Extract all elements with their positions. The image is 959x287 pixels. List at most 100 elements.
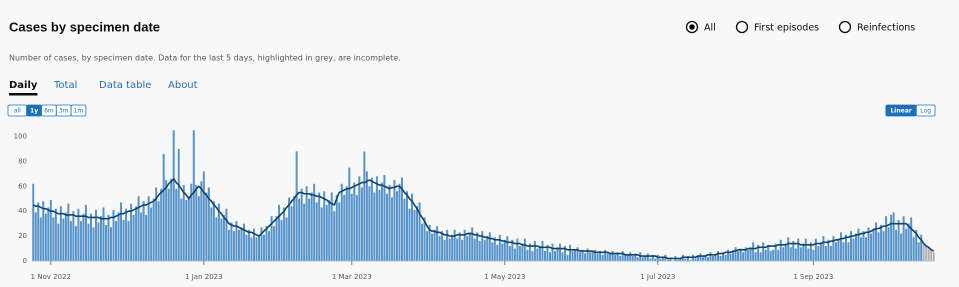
bar (150, 207, 153, 261)
bar (739, 248, 742, 261)
radio-label[interactable]: First episodes (754, 23, 819, 34)
bar (556, 247, 559, 261)
bar (212, 201, 215, 261)
bar (516, 238, 519, 261)
bar (190, 183, 193, 261)
range-button-label[interactable]: 6m (44, 108, 54, 115)
bar (892, 212, 895, 261)
bar (576, 247, 579, 261)
bar (453, 229, 456, 261)
bar (127, 221, 130, 261)
bar (564, 246, 567, 261)
bar (548, 252, 551, 261)
bar (594, 249, 597, 261)
bar (378, 190, 381, 261)
bar (320, 207, 323, 261)
bar (764, 249, 767, 261)
tab[interactable]: Daily (9, 80, 38, 91)
bar (699, 253, 702, 261)
bar (729, 253, 732, 261)
bar (569, 244, 572, 261)
bar (418, 202, 421, 261)
bar (641, 257, 644, 261)
bar (912, 237, 915, 261)
range-button-label[interactable]: 3m (59, 108, 69, 115)
bar (34, 212, 37, 261)
bar (265, 226, 268, 261)
bar (689, 259, 692, 261)
bar (47, 207, 50, 261)
range-button[interactable] (70, 104, 87, 117)
bar (290, 206, 293, 261)
bar (553, 251, 556, 261)
bar (375, 176, 378, 261)
scale-button[interactable] (915, 104, 936, 117)
bar (609, 253, 612, 261)
bar (107, 214, 110, 261)
bar (89, 213, 92, 261)
tab-underline (9, 93, 38, 96)
radio-label[interactable]: All (704, 23, 716, 34)
bar (611, 251, 614, 261)
tab[interactable]: About (168, 80, 198, 91)
x-tick-label: 1 May 2023 (484, 273, 525, 281)
radio-button[interactable] (838, 20, 852, 34)
bar (426, 231, 429, 261)
bar (252, 228, 255, 261)
bar (227, 229, 230, 261)
bar (230, 222, 233, 261)
bar (799, 247, 802, 261)
tab[interactable]: Data table (99, 80, 151, 91)
bar (39, 217, 42, 261)
radio-button[interactable] (735, 20, 749, 34)
bar (890, 214, 893, 261)
bar (383, 175, 386, 261)
bar (175, 188, 178, 261)
x-tick-label: 1 Jul 2023 (640, 273, 675, 281)
bar (42, 201, 45, 261)
bar (215, 217, 218, 261)
bar (202, 171, 205, 261)
bar (847, 242, 850, 261)
scale-button-label[interactable]: Linear (890, 108, 911, 115)
bar (37, 202, 40, 261)
bar (742, 252, 745, 261)
bar (887, 227, 890, 261)
bar (125, 208, 128, 261)
bar (875, 222, 878, 261)
bar (852, 238, 855, 261)
bar (77, 208, 80, 261)
bar (631, 256, 634, 261)
range-button-label[interactable]: 1y (30, 108, 38, 115)
bar (719, 256, 722, 261)
range-button-label[interactable]: 1m (74, 108, 84, 115)
bar (250, 237, 253, 261)
bar (521, 243, 524, 261)
bar (313, 183, 316, 261)
card-title: Cases by specimen date (9, 19, 160, 34)
scale-button-label[interactable]: Log (920, 108, 931, 115)
bar (822, 236, 825, 261)
bar (273, 226, 276, 261)
bar (137, 196, 140, 261)
bar (614, 254, 617, 261)
bar (752, 242, 755, 261)
bar (49, 199, 52, 261)
bar (237, 229, 240, 261)
bar (403, 198, 406, 261)
bar (102, 207, 105, 261)
bar (72, 211, 75, 261)
bar (185, 199, 188, 261)
bar (749, 247, 752, 261)
bar (772, 249, 775, 261)
bar (498, 234, 501, 261)
bar (526, 249, 529, 261)
bar (706, 257, 709, 261)
bar (849, 231, 852, 261)
radio-label[interactable]: Reinfections (857, 23, 915, 34)
bar (456, 238, 459, 261)
bar (767, 244, 770, 261)
range-button-label[interactable]: all (14, 108, 21, 115)
tab[interactable]: Total (53, 80, 77, 91)
